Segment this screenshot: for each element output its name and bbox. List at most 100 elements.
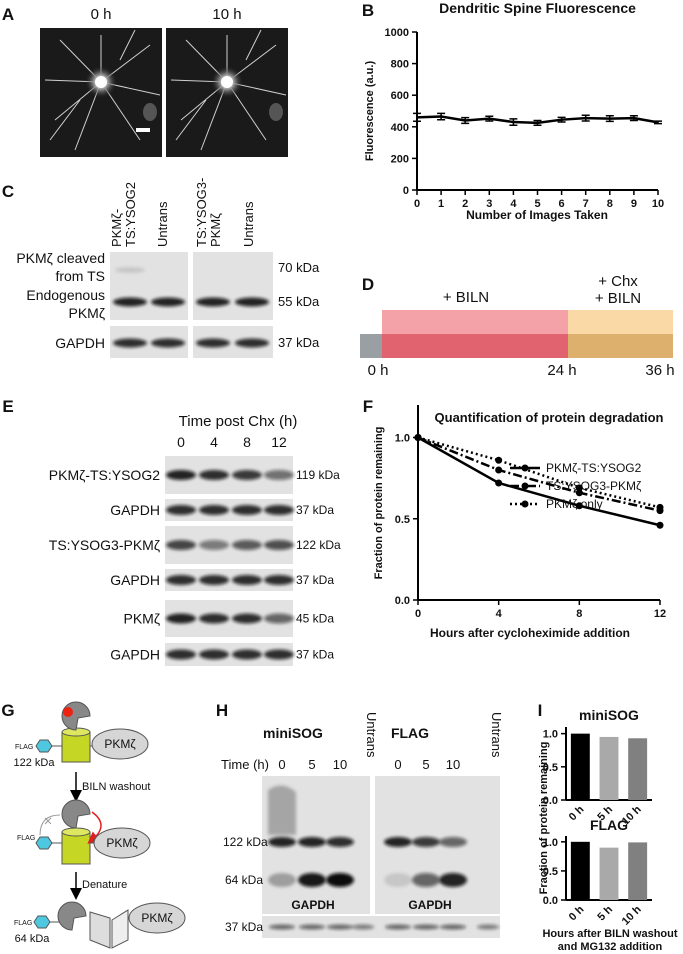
band xyxy=(199,470,229,480)
label: + BILN xyxy=(595,290,641,307)
marker xyxy=(575,489,583,497)
error-bar xyxy=(533,119,542,126)
legend-marker xyxy=(521,482,529,490)
label: Endogenous xyxy=(26,287,105,303)
band xyxy=(232,613,262,624)
error-bar xyxy=(509,118,518,126)
label: 122 kDa xyxy=(296,538,341,552)
marker xyxy=(575,484,583,492)
band xyxy=(385,924,411,930)
error-bar xyxy=(413,112,421,123)
y-tick-label: 600 xyxy=(391,90,409,102)
y-tick-label: 0 xyxy=(403,185,409,197)
chart-title: miniSOG xyxy=(579,707,639,723)
band xyxy=(298,873,326,887)
error-bar xyxy=(557,116,566,123)
band xyxy=(268,837,296,847)
label: TS:YSOG3-PKMζ xyxy=(49,537,160,553)
lane-label: Untrans xyxy=(155,201,170,247)
x-tick-label: 5 xyxy=(534,198,540,210)
label: 36 h xyxy=(645,362,674,379)
label: 37 kDa xyxy=(296,573,334,587)
y-tick-label: 0.5 xyxy=(395,514,410,526)
x-tick-label: 10 xyxy=(652,198,664,210)
label: FLAG xyxy=(17,835,35,842)
band xyxy=(199,540,229,550)
band xyxy=(264,470,294,480)
marker xyxy=(495,466,503,474)
label: 10 xyxy=(333,757,347,772)
y-tick-label: 800 xyxy=(391,59,409,71)
band xyxy=(439,837,467,847)
lane-label: TS:YSOG2 xyxy=(123,182,138,247)
micrograph xyxy=(40,28,288,157)
x-tick-label: 0 h xyxy=(567,903,587,923)
error-bar xyxy=(654,120,662,125)
band xyxy=(199,505,229,515)
label: GAPDH xyxy=(110,502,160,518)
band xyxy=(439,873,467,887)
label: 0 xyxy=(394,757,401,772)
error-bar xyxy=(629,114,638,122)
band xyxy=(113,297,147,307)
label: 24 h xyxy=(547,362,576,379)
band xyxy=(235,338,269,348)
label: 122 kDa xyxy=(223,835,268,849)
band xyxy=(232,540,262,550)
band xyxy=(166,575,196,585)
label: miniSOG xyxy=(263,725,323,741)
band xyxy=(115,267,145,273)
label: Time (h) xyxy=(221,757,269,772)
x-tick-label: 8 xyxy=(607,198,613,210)
label: 119 kDa xyxy=(296,468,340,482)
band xyxy=(166,470,196,480)
band xyxy=(196,338,230,348)
label: 5 xyxy=(308,757,315,772)
error-bar xyxy=(437,112,446,121)
band xyxy=(412,873,440,887)
y-tick-label: 0.0 xyxy=(543,795,558,807)
x-tick-label: 10 h xyxy=(620,903,644,927)
label: 12 xyxy=(271,434,287,450)
x-tick-label: 0 h xyxy=(567,803,587,823)
band xyxy=(166,505,196,515)
x-tick-label: 12 xyxy=(654,608,666,620)
band xyxy=(232,649,262,660)
label: 0 xyxy=(177,434,185,450)
label: 37 kDa xyxy=(278,335,320,350)
label: PKMζ xyxy=(104,737,136,751)
chart-title: FLAG xyxy=(590,817,628,833)
y-tick-label: 200 xyxy=(391,153,409,165)
band xyxy=(269,924,295,930)
x-tick-label: 1 xyxy=(438,198,444,210)
y-axis-label: Fluorescence (a.u.) xyxy=(364,61,376,162)
x-axis-label: Hours after cycloheximide addition xyxy=(430,626,630,640)
line xyxy=(417,436,661,527)
band xyxy=(113,338,147,348)
band xyxy=(151,297,185,307)
band xyxy=(440,924,466,930)
panel-label: A xyxy=(2,5,14,24)
label: GAPDH xyxy=(408,898,451,912)
marker xyxy=(495,456,503,464)
band xyxy=(232,575,262,585)
label: 64 kDa xyxy=(15,933,51,945)
panel-label: B xyxy=(362,1,374,20)
bar xyxy=(570,841,590,900)
label: PKMζ xyxy=(123,611,160,627)
label: Denature xyxy=(82,879,127,891)
y-tick-label: 0.5 xyxy=(543,762,558,774)
label: 37 kDa xyxy=(296,648,334,662)
legend-label: TS:YSOG3-PKMζ xyxy=(546,479,642,493)
y-tick-label: 400 xyxy=(391,122,409,134)
label: 37 kDa xyxy=(225,920,263,934)
label: 70 kDa xyxy=(278,260,320,275)
y-axis-label: Fraction of protein remaining xyxy=(538,742,550,895)
marker xyxy=(575,502,583,510)
band xyxy=(298,837,326,847)
error-bar xyxy=(485,115,494,122)
band xyxy=(268,873,296,887)
band xyxy=(264,649,294,660)
band xyxy=(413,924,439,930)
